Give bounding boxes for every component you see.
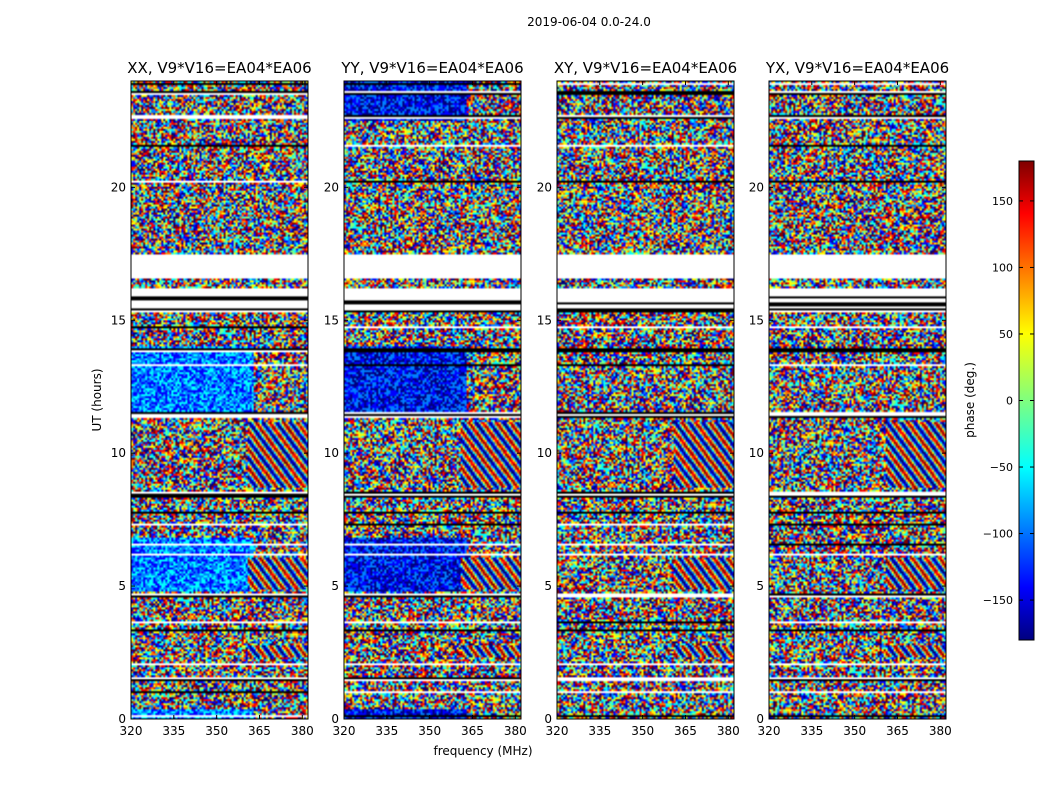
colorbar-tick-label-4: −50 [990,461,1013,474]
colorbar-tick-label-5: −100 [983,528,1013,541]
panel-0-xtick-label-320: 320 [120,724,143,738]
panel-group: XX, V9*V16=EA04*EA06 320 335 350 365 380 0 5 10 1… [111,59,952,738]
panel-1-xtick-label-335: 335 [375,724,398,738]
panel-0-frame [130,80,309,720]
panel-0-xtick-label-365: 365 [248,724,271,738]
figure-suptitle: 2019-06-04 0.0-24.0 [527,15,651,29]
panel-1-xtick-label-320: 320 [333,724,356,738]
panel-3-xtick-label-350: 350 [843,724,866,738]
panel-3-xtick-label-335: 335 [800,724,823,738]
panel-2-xtick-label-380: 380 [717,724,740,738]
panel-1-ytick-label-10: 10 [324,446,339,460]
x-axis-label: frequency (MHz) [433,744,532,758]
panel-2-ytick-label-20: 20 [537,180,552,194]
colorbar-label: phase (deg.) [963,362,977,438]
panel-2-xtick-label-335: 335 [588,724,611,738]
panel-2: XY, V9*V16=EA04*EA06 320 335 350 365 380 0 5 10 1… [537,59,740,738]
panel-0-ytick-label-5: 5 [118,579,126,593]
colorbar-tick-label-1: 100 [992,261,1013,274]
colorbar-tick-label-0: 150 [992,195,1013,208]
panel-1-frame [343,80,522,720]
panel-0-xtick-label-350: 350 [205,724,228,738]
panel-3-ytick-label-0: 0 [756,712,764,726]
colorbar-ticks: 150 100 50 0 −50 −100 −150 [983,195,1034,607]
panel-3-ytick-label-5: 5 [756,579,764,593]
panel-3-frame [768,80,947,720]
panel-0-ytick-label-15: 15 [111,313,126,327]
panel-2-ytick-label-15: 15 [537,313,552,327]
panel-1: YY, V9*V16=EA04*EA06 320 335 350 365 380 0 5 10 1… [324,59,527,738]
panel-0-ytick-label-0: 0 [118,712,126,726]
panel-3-xtick-label-320: 320 [758,724,781,738]
panel-2-frame [556,80,735,720]
panel-3-ytick-label-10: 10 [749,446,764,460]
panel-1-xtick-label-350: 350 [418,724,441,738]
panel-3-ytick-label-15: 15 [749,313,764,327]
y-axis-label: UT (hours) [90,368,104,431]
panel-3-xtick-label-380: 380 [929,724,952,738]
panel-0-ytick-label-20: 20 [111,180,126,194]
panel-1-title: YY, V9*V16=EA04*EA06 [340,59,523,77]
panel-1-ytick-label-0: 0 [331,712,339,726]
colorbar: 150 100 50 0 −50 −100 −150 phase (deg.) [963,160,1035,641]
panel-2-xtick-label-320: 320 [546,724,569,738]
panel-3-ytick-label-20: 20 [749,180,764,194]
panel-0-title: XX, V9*V16=EA04*EA06 [127,59,311,77]
panel-3-xtick-label-365: 365 [886,724,909,738]
panel-3-title: YX, V9*V16=EA04*EA06 [765,59,949,77]
panel-1-ytick-label-15: 15 [324,313,339,327]
panel-1-ytick-label-20: 20 [324,180,339,194]
panel-2-ytick-label-0: 0 [544,712,552,726]
panel-0: XX, V9*V16=EA04*EA06 320 335 350 365 380 0 5 10 1… [111,59,314,738]
panel-3-heatmap [769,81,946,719]
panel-3: YX, V9*V16=EA04*EA06 320 335 350 365 380 0 5 10 1… [749,59,952,738]
panel-1-heatmap [344,81,521,719]
colorbar-tick-label-3: 0 [1006,395,1013,408]
colorbar-tick-label-2: 50 [999,328,1013,341]
panel-1-ytick-label-5: 5 [331,579,339,593]
panel-1-xtick-label-365: 365 [461,724,484,738]
panel-2-ytick-label-5: 5 [544,579,552,593]
panel-1-xtick-label-380: 380 [504,724,527,738]
panel-0-xtick-label-335: 335 [162,724,185,738]
colorbar-tick-label-6: −150 [983,594,1013,607]
panel-2-title: XY, V9*V16=EA04*EA06 [554,59,737,77]
panel-2-xtick-label-365: 365 [674,724,697,738]
panel-0-ytick-label-10: 10 [111,446,126,460]
panel-2-xtick-label-350: 350 [631,724,654,738]
panel-2-heatmap [557,81,734,719]
panel-0-heatmap [131,81,308,719]
panel-2-ytick-label-10: 10 [537,446,552,460]
panel-0-xtick-label-380: 380 [291,724,314,738]
